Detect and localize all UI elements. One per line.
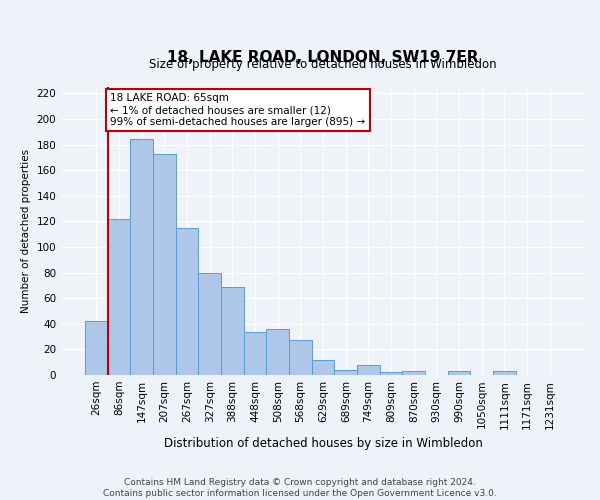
Bar [289, 340, 312, 375]
Text: Contains HM Land Registry data © Crown copyright and database right 2024.
Contai: Contains HM Land Registry data © Crown c… [103, 478, 497, 498]
Bar [380, 372, 403, 375]
Bar [85, 322, 107, 375]
Bar [266, 329, 289, 375]
Y-axis label: Number of detached properties: Number of detached properties [21, 149, 31, 313]
Text: Size of property relative to detached houses in Wimbledon: Size of property relative to detached ho… [149, 58, 497, 71]
X-axis label: Distribution of detached houses by size in Wimbledon: Distribution of detached houses by size … [164, 437, 482, 450]
Bar [357, 365, 380, 375]
Bar [448, 371, 470, 375]
Bar [199, 272, 221, 375]
Bar [334, 370, 357, 375]
Bar [244, 332, 266, 375]
Title: 18, LAKE ROAD, LONDON, SW19 7ER: 18, LAKE ROAD, LONDON, SW19 7ER [167, 50, 479, 65]
Text: 18 LAKE ROAD: 65sqm
← 1% of detached houses are smaller (12)
99% of semi-detache: 18 LAKE ROAD: 65sqm ← 1% of detached hou… [110, 94, 365, 126]
Bar [176, 228, 199, 375]
Bar [130, 140, 153, 375]
Bar [403, 371, 425, 375]
Bar [493, 371, 516, 375]
Bar [221, 286, 244, 375]
Bar [153, 154, 176, 375]
Bar [312, 360, 334, 375]
Bar [107, 219, 130, 375]
